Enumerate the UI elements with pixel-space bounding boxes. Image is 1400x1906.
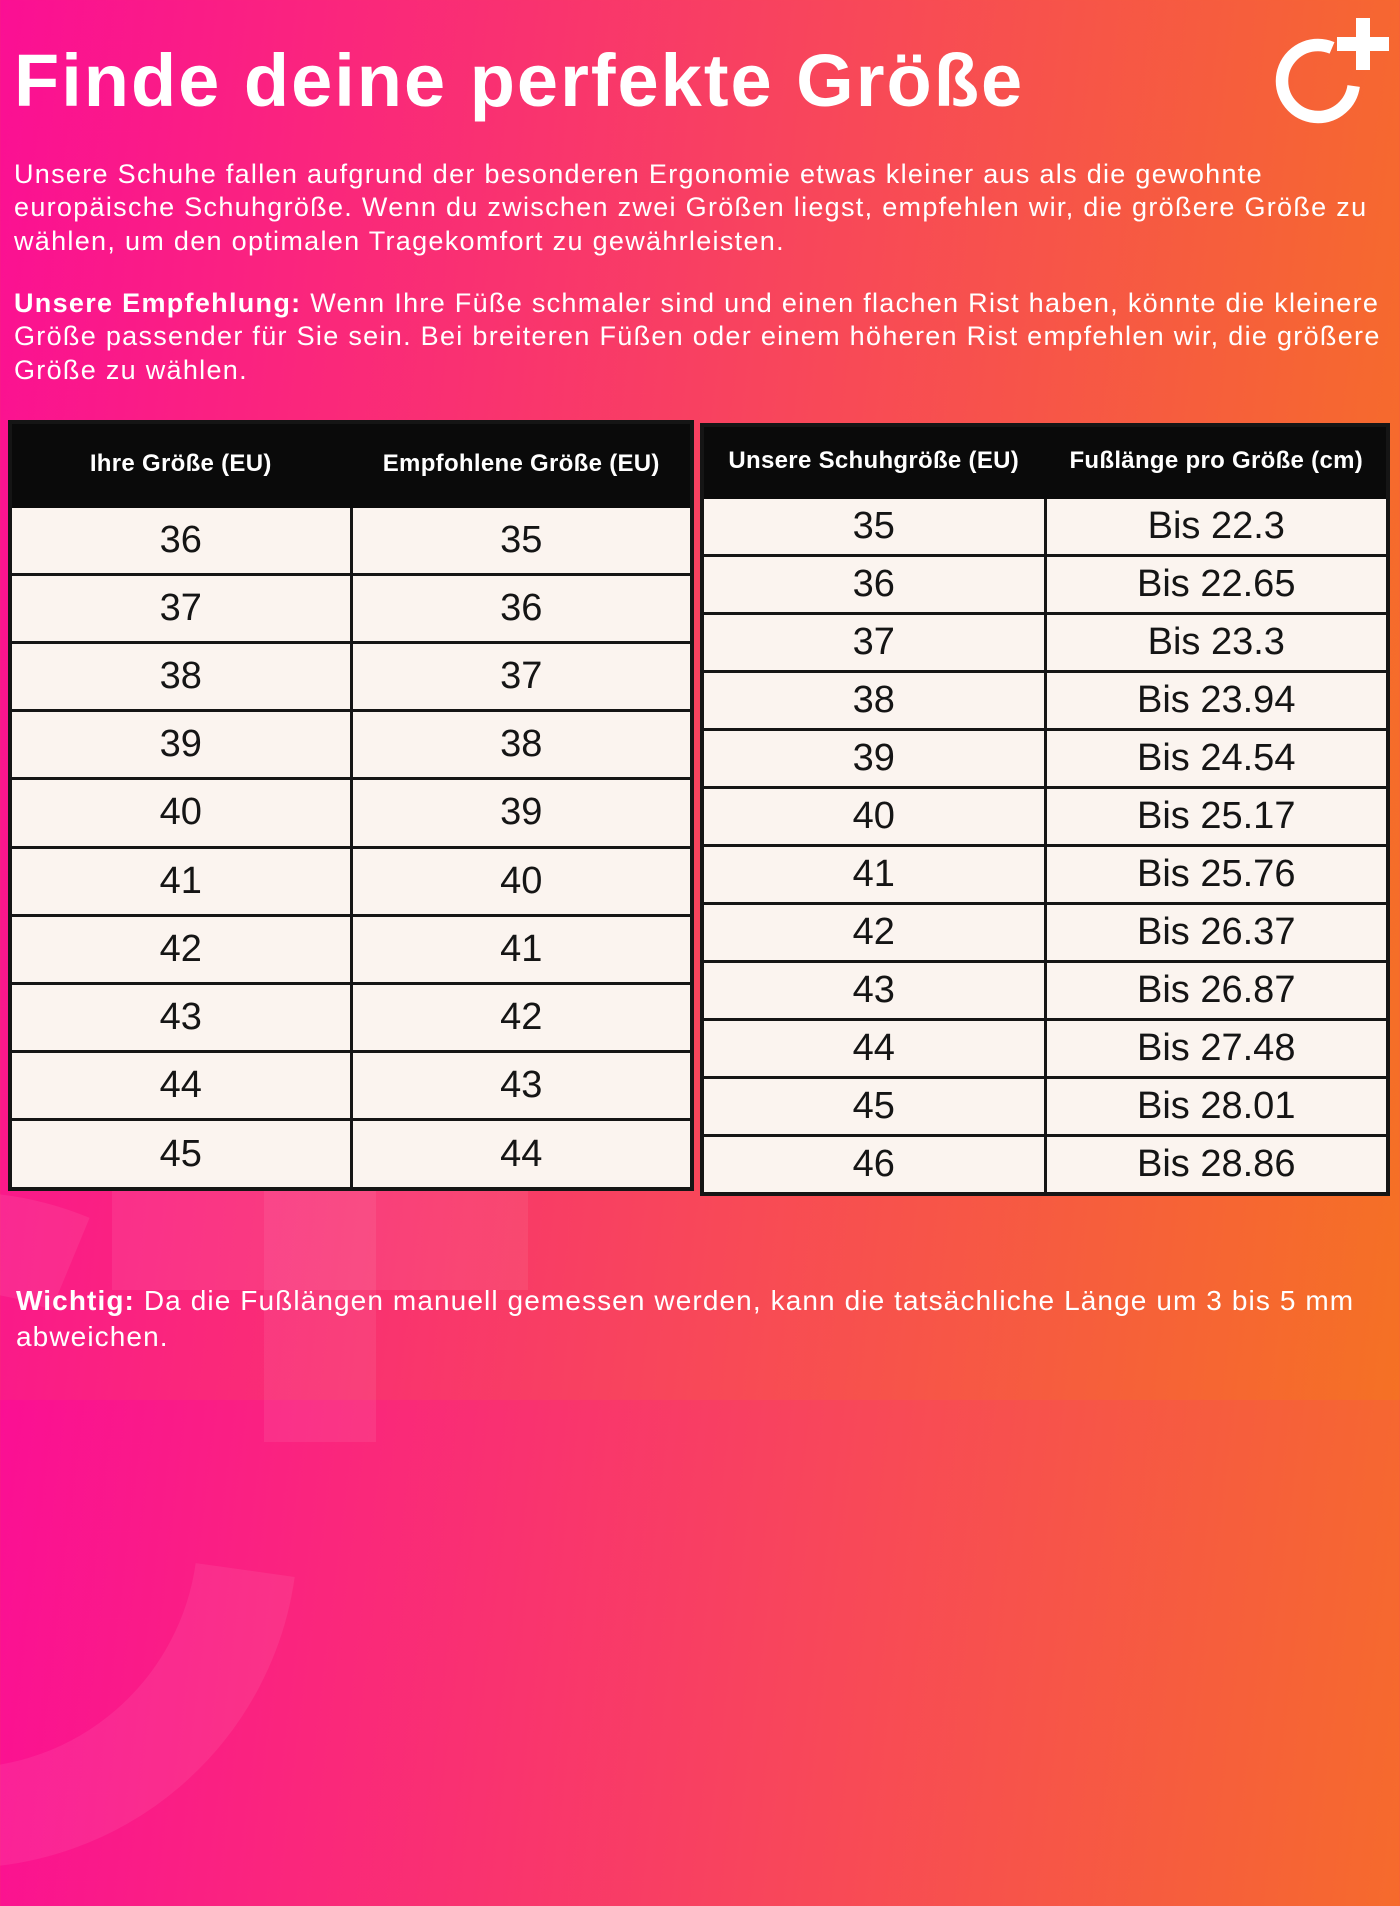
table-row: 39 Bis 24.54 [700,727,1390,789]
table-row: 44 43 [8,1050,694,1122]
important-note: Wichtig: Da die Fußlängen manuell gemess… [16,1283,1400,1356]
intro-text: Unsere Schuhe fallen aufgrund der besond… [14,159,1368,256]
table-cell: 41 [349,913,694,986]
intro-paragraph: Unsere Schuhe fallen aufgrund der besond… [14,158,1396,258]
table-cell: 43 [8,982,353,1054]
column-header-shoe-size: Unsere Schuhgröße (EU) [700,423,1047,499]
page-title: Finde deine perfekte Größe [14,39,1025,122]
table-row: 38 Bis 23.94 [700,669,1390,731]
table-cell: 37 [349,640,694,713]
column-header-recommended-size: Empfohlene Größe (EU) [349,420,694,508]
table-cell: Bis 28.01 [1043,1075,1390,1137]
table-header-row: Ihre Größe (EU) Empfohlene Größe (EU) [8,420,694,508]
table-row: 43 Bis 26.87 [700,959,1390,1021]
table-row: 45 44 [8,1118,694,1191]
size-conversion-table: Ihre Größe (EU) Empfohlene Größe (EU) 36… [8,420,694,1191]
size-guide-page: { "header": { "title": "Finde deine perf… [0,0,1400,1400]
table-row: 36 Bis 22.65 [700,553,1390,615]
foot-length-table-body: 35 Bis 22.3 36 Bis 22.65 37 Bis 23.3 38 Bis 23.… [700,495,1390,1196]
column-header-your-size: Ihre Größe (EU) [8,420,353,508]
table-cell: 44 [8,1050,353,1122]
table-row: 37 36 [8,572,694,644]
table-cell: 45 [700,1075,1047,1137]
table-cell: 39 [8,709,353,781]
table-cell: 38 [349,709,694,781]
table-cell: Bis 28.86 [1043,1133,1390,1196]
table-cell: 39 [349,777,694,849]
table-cell: 41 [700,843,1047,905]
table-cell: 37 [700,611,1047,673]
table-cell: 44 [349,1118,694,1191]
size-conversion-table-head: Ihre Größe (EU) Empfohlene Größe (EU) [8,420,694,508]
table-cell: 35 [700,495,1047,557]
table-cell: Bis 23.94 [1043,669,1390,731]
table-cell: Bis 26.87 [1043,959,1390,1021]
table-cell: 38 [8,640,353,713]
table-cell: 42 [700,901,1047,963]
table-cell: 37 [8,572,353,644]
brand-logo-icon [1275,18,1389,124]
table-row: 37 Bis 23.3 [700,611,1390,673]
table-cell: 43 [349,1050,694,1122]
table-row: 40 39 [8,777,694,849]
column-header-foot-length: Fußlänge pro Größe (cm) [1043,423,1390,499]
table-row: 42 41 [8,913,694,986]
table-cell: Bis 25.17 [1043,785,1390,847]
table-row: 44 Bis 27.48 [700,1017,1390,1079]
table-cell: Bis 24.54 [1043,727,1390,789]
important-note-label: Wichtig: [16,1285,135,1316]
table-cell: 35 [349,504,694,576]
table-row: 45 Bis 28.01 [700,1075,1390,1137]
table-cell: 36 [700,553,1047,615]
table-cell: 39 [700,727,1047,789]
watermark-plus-horizontal [112,1178,528,1290]
logo-circle [1275,38,1361,124]
table-cell: 40 [700,785,1047,847]
foot-length-table: Unsere Schuhgröße (EU) Fußlänge pro Größ… [700,423,1390,1196]
table-cell: 36 [8,504,353,576]
table-row: 38 37 [8,640,694,713]
table-cell: Bis 22.65 [1043,553,1390,615]
table-cell: Bis 23.3 [1043,611,1390,673]
table-cell: 40 [8,777,353,849]
table-cell: Bis 25.76 [1043,843,1390,905]
table-cell: 41 [8,845,353,917]
table-header-row: Unsere Schuhgröße (EU) Fußlänge pro Größ… [700,423,1390,499]
recommendation-paragraph: Unsere Empfehlung: Wenn Ihre Füße schmal… [14,287,1396,387]
table-cell: 38 [700,669,1047,731]
table-cell: 40 [349,845,694,917]
table-row: 35 Bis 22.3 [700,495,1390,557]
table-row: 41 Bis 25.76 [700,843,1390,905]
table-row: 43 42 [8,982,694,1054]
table-row: 41 40 [8,845,694,917]
table-cell: 42 [8,913,353,986]
table-cell: Bis 26.37 [1043,901,1390,963]
recommendation-text: Wenn Ihre Füße schmaler sind und einen f… [14,288,1381,385]
recommendation-label: Unsere Empfehlung: [14,288,302,318]
table-cell: 42 [349,982,694,1054]
table-cell: Bis 22.3 [1043,495,1390,557]
important-note-text: Da die Fußlängen manuell gemessen werden… [16,1285,1355,1353]
table-row: 36 35 [8,504,694,576]
table-cell: 36 [349,572,694,644]
table-cell: Bis 27.48 [1043,1017,1390,1079]
table-row: 46 Bis 28.86 [700,1133,1390,1196]
table-row: 40 Bis 25.17 [700,785,1390,847]
table-cell: 46 [700,1133,1047,1196]
logo-plus-horizontal [1337,37,1389,51]
table-cell: 45 [8,1118,353,1191]
table-cell: 44 [700,1017,1047,1079]
table-cell: 43 [700,959,1047,1021]
table-row: 42 Bis 26.37 [700,901,1390,963]
size-conversion-table-body: 36 35 37 36 38 37 39 38 40 39 41 40 42 41 43 42 44 43 45 44 [8,504,694,1191]
table-row: 39 38 [8,709,694,781]
foot-length-table-head: Unsere Schuhgröße (EU) Fußlänge pro Größ… [700,423,1390,499]
